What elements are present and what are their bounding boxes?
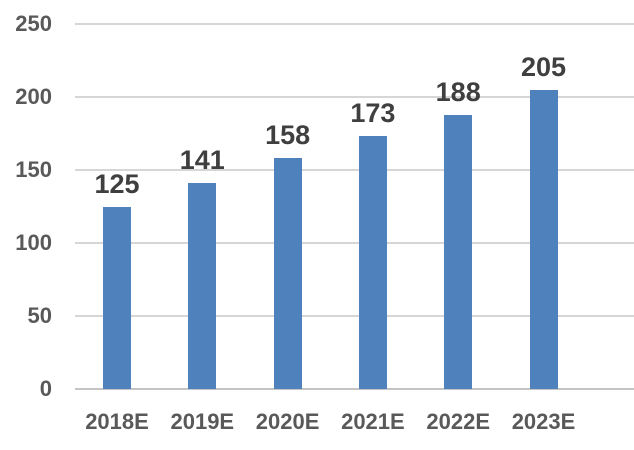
data-label: 205 [520, 51, 567, 82]
x-axis-category-label: 2021E [341, 409, 405, 434]
gridline [75, 96, 634, 98]
bar-2023E [529, 89, 558, 389]
x-axis-category-label: 2023E [511, 409, 576, 434]
x-axis-category-label: 2020E [255, 409, 320, 434]
data-label: 188 [435, 76, 481, 107]
gridline [75, 169, 634, 171]
y-axis-tick-label: 100 [15, 230, 52, 255]
x-axis-line [75, 388, 634, 390]
bar-2022E [444, 114, 473, 389]
y-axis-tick-label: 0 [39, 376, 52, 401]
gridline [75, 242, 634, 244]
x-axis-category-label: 2022E [426, 409, 490, 434]
bar-2018E [103, 206, 131, 389]
data-label: 158 [265, 120, 311, 151]
bar-2021E [358, 136, 387, 389]
gridline [75, 23, 634, 25]
gridline [75, 315, 634, 317]
y-axis-tick-label: 200 [15, 84, 52, 109]
y-axis-tick-label: 150 [15, 157, 52, 182]
y-axis-tick-label: 250 [15, 11, 52, 36]
data-label: 125 [94, 168, 140, 199]
data-label: 173 [350, 98, 396, 129]
data-label: 141 [179, 145, 225, 176]
bar-2020E [273, 158, 302, 389]
x-axis-category-label: 2019E [170, 409, 235, 434]
y-axis-tick-label: 50 [27, 303, 52, 328]
bar-2019E [188, 183, 217, 389]
x-axis-category-label: 2018E [85, 409, 149, 434]
